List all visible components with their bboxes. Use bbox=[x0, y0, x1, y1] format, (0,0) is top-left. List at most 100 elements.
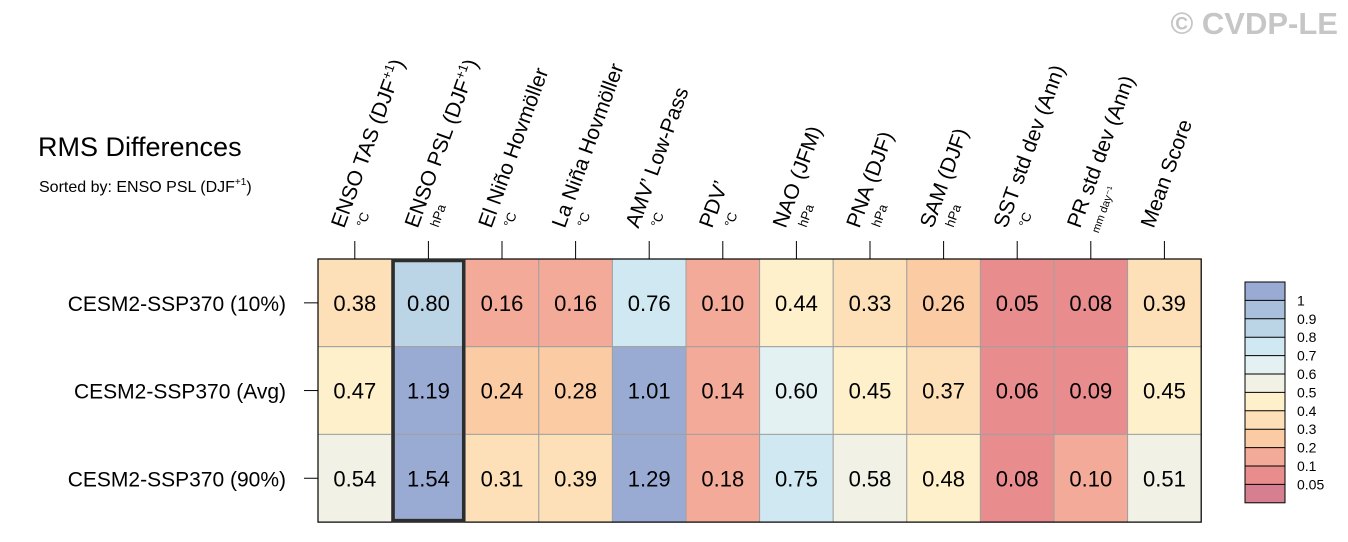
cell-value-label: 1.01 bbox=[628, 379, 671, 404]
colorbar-tick-label: 0.9 bbox=[1297, 311, 1317, 327]
heatmap-cell bbox=[1127, 258, 1202, 348]
heatmap-cell bbox=[391, 258, 466, 348]
row-label: CESM2-SSP370 (90%) bbox=[68, 468, 286, 491]
column-label-text: SST std dev (Ann) bbox=[989, 62, 1069, 231]
column-label-text: Mean Score bbox=[1137, 116, 1197, 230]
column-unit-label: °C bbox=[501, 210, 520, 229]
heatmap-cell bbox=[538, 433, 613, 523]
cell-value-label: 0.39 bbox=[554, 466, 597, 491]
row-labels: CESM2-SSP370 (10%) CESM2-SSP370 (Avg) CESM… bbox=[68, 293, 318, 491]
cell-value-label: 0.39 bbox=[1143, 291, 1186, 316]
heatmap-cell bbox=[391, 346, 466, 435]
cell-value-label: 0.28 bbox=[554, 379, 597, 404]
column-labels: ENSO TAS (DJF+1)°C ENSO PSL (DJF+1)hPa El … bbox=[325, 55, 1197, 259]
heatmap-cell bbox=[464, 433, 540, 523]
column-label-text: La Niña Hovmöller bbox=[548, 61, 629, 231]
cell-value-label: 0.16 bbox=[554, 291, 597, 316]
heatmap-cell bbox=[611, 258, 687, 348]
chart-title: RMS Differences bbox=[38, 132, 242, 162]
heatmap-cell bbox=[317, 433, 393, 523]
watermark: © CVDP-LE bbox=[1170, 6, 1338, 41]
cell-value-label: 0.51 bbox=[1143, 466, 1186, 491]
chart-subtitle-prefix: Sorted by: ENSO PSL (DJF bbox=[39, 179, 235, 196]
column-label-text: ENSO TAS (DJF+1) bbox=[325, 55, 409, 230]
heatmap-grid: 0.38 0.80 0.16 0.16 0.76 0.10 0.44 0.33 0.26 0.05… bbox=[317, 258, 1202, 523]
colorbar-swatch bbox=[1245, 410, 1285, 430]
cell-value-label: 0.38 bbox=[333, 291, 376, 316]
colorbar-swatch bbox=[1245, 300, 1285, 319]
cell-value-label: 0.31 bbox=[481, 466, 524, 491]
heatmap-cell bbox=[538, 346, 613, 435]
cell-value-label: 0.44 bbox=[775, 291, 818, 316]
heatmap-cell bbox=[685, 258, 761, 348]
heatmap-cell bbox=[685, 433, 761, 523]
colorbar-tick-label: 0.5 bbox=[1297, 384, 1317, 400]
cell-value-label: 0.06 bbox=[996, 379, 1039, 404]
colorbar-swatch bbox=[1245, 429, 1285, 448]
heatmap-cell bbox=[832, 346, 908, 435]
cell-value-label: 0.16 bbox=[481, 291, 524, 316]
column-label: AMV’ Low-Pass°C bbox=[621, 84, 693, 230]
cell-value-label: 0.08 bbox=[996, 466, 1039, 491]
row-label: CESM2-SSP370 (Avg) bbox=[74, 381, 286, 404]
cell-value-label: 0.37 bbox=[922, 379, 965, 404]
colorbar-swatch bbox=[1245, 392, 1285, 411]
cell-value-label: 0.45 bbox=[849, 379, 892, 404]
colorbar-tick-label: 1 bbox=[1297, 292, 1305, 308]
cell-value-label: 0.75 bbox=[775, 466, 818, 491]
sorted-column-highlight bbox=[391, 258, 466, 523]
colorbar-tick-label: 0.4 bbox=[1297, 403, 1317, 419]
heatmap-border bbox=[317, 258, 1202, 523]
column-unit-label: °C bbox=[721, 210, 740, 229]
column-label: NAO (JFM)hPa bbox=[769, 123, 827, 231]
column-unit-label: °C bbox=[574, 210, 593, 229]
colorbar-swatch bbox=[1245, 282, 1285, 301]
heatmap-cell bbox=[979, 258, 1055, 348]
cell-value-label: 0.76 bbox=[628, 291, 671, 316]
cell-value-label: 0.10 bbox=[701, 291, 744, 316]
heatmap-cell bbox=[979, 433, 1055, 523]
cell-value-label: 0.33 bbox=[849, 291, 892, 316]
cell-value-label: 0.45 bbox=[1143, 379, 1186, 404]
column-label: PDV’°C bbox=[695, 178, 740, 231]
heatmap-cell bbox=[832, 258, 908, 348]
column-unit-label: °C bbox=[648, 210, 667, 229]
cell-value-label: 0.10 bbox=[1069, 466, 1112, 491]
heatmap-cell bbox=[1053, 433, 1129, 523]
heatmap-cell bbox=[906, 433, 981, 523]
cell-value-label: 0.47 bbox=[333, 379, 376, 404]
colorbar-tick-label: 0.3 bbox=[1297, 421, 1317, 437]
cell-value-label: 0.54 bbox=[333, 466, 376, 491]
colorbar-swatch bbox=[1245, 355, 1285, 374]
heatmap-cell bbox=[538, 258, 613, 348]
cell-value-label: 1.54 bbox=[407, 466, 450, 491]
colorbar-swatch bbox=[1245, 318, 1285, 338]
colorbar-swatch bbox=[1245, 447, 1285, 466]
column-label: PNA (DJF)hPa bbox=[842, 129, 898, 231]
heatmap-cell bbox=[759, 433, 834, 523]
colorbar-swatch bbox=[1245, 374, 1285, 393]
column-unit-label: °C bbox=[353, 210, 372, 229]
heatmap-cell bbox=[1053, 346, 1129, 435]
cell-value-label: 0.80 bbox=[407, 291, 450, 316]
colorbar-tick-label: 0.2 bbox=[1297, 440, 1317, 456]
cell-value-label: 0.58 bbox=[849, 466, 892, 491]
heatmap-cell bbox=[1127, 433, 1202, 523]
column-label: Mean Score bbox=[1137, 116, 1197, 230]
cell-value-label: 1.19 bbox=[407, 379, 450, 404]
colorbar-swatch bbox=[1245, 466, 1285, 485]
row-label: CESM2-SSP370 (10%) bbox=[68, 293, 286, 316]
chart-subtitle: Sorted by: ENSO PSL (DJF+1) bbox=[39, 177, 252, 196]
colorbar-tick-label: 0.1 bbox=[1297, 458, 1317, 474]
heatmap-cell bbox=[317, 346, 393, 435]
colorbar-tick-label: 0.6 bbox=[1297, 366, 1317, 382]
colorbar-tick-label: 0.8 bbox=[1297, 329, 1317, 345]
column-label: SAM (DJF)hPa bbox=[916, 125, 973, 230]
heatmap-cell bbox=[979, 346, 1055, 435]
column-unit-label: °C bbox=[1016, 210, 1035, 229]
cell-value-label: 0.09 bbox=[1069, 379, 1112, 404]
chart-subtitle-suffix: ) bbox=[246, 179, 251, 196]
cell-value-label: 0.14 bbox=[701, 379, 744, 404]
cell-value-label: 0.08 bbox=[1069, 291, 1112, 316]
